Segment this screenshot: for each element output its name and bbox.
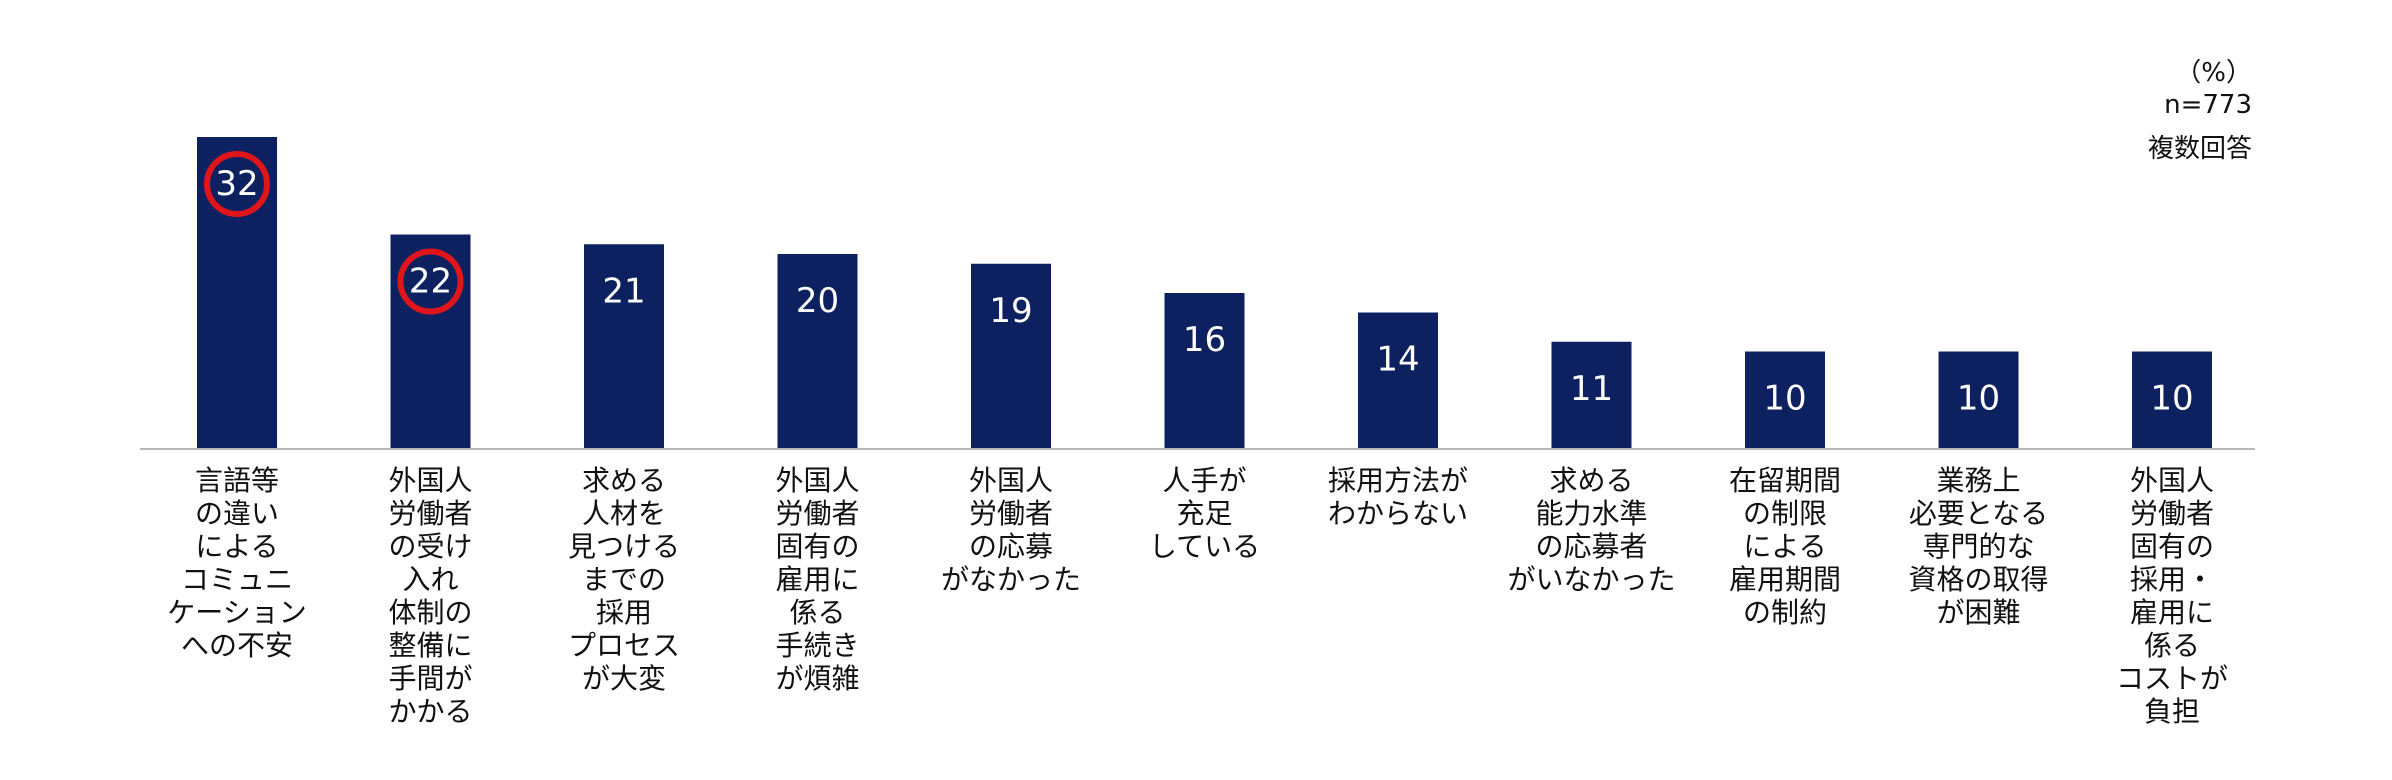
category-label-line: がなかった bbox=[940, 563, 1081, 596]
category-label-line: がいなかった bbox=[1507, 563, 1676, 596]
category-label-line: 入れ bbox=[402, 563, 459, 596]
bar-11 bbox=[2132, 351, 2212, 449]
category-label-line: 労働者 bbox=[968, 497, 1053, 530]
category-label-line: コストが bbox=[2115, 662, 2228, 695]
value-label-1: 32 bbox=[215, 164, 258, 204]
category-label-line: 固有の bbox=[775, 530, 860, 563]
category-label-11: 外国人 労働者 固有の 採用・ 雇用に 係る コストが 負担 bbox=[2077, 464, 2267, 728]
category-label-line: わからない bbox=[1327, 497, 1468, 530]
category-label-line: 資格の取得 bbox=[1908, 563, 2049, 596]
category-label-line: 体制の bbox=[388, 596, 473, 629]
category-label-line: 業務上 bbox=[1936, 464, 2021, 497]
category-label-3: 求める 人材を 見つける までの 採用 プロセス が大変 bbox=[529, 464, 719, 695]
category-label-10: 業務上 必要となる 専門的な 資格の取得 が困難 bbox=[1884, 464, 2074, 629]
value-label-2: 22 bbox=[409, 262, 452, 302]
highlight-circle-2 bbox=[397, 248, 464, 315]
value-labels-group: 32 22 21 20 19 16 14 11 10 10 10 bbox=[204, 151, 2194, 419]
category-label-5: 外国人 労働者 の応募 がなかった bbox=[916, 464, 1106, 596]
category-label-line: による bbox=[195, 530, 279, 563]
category-label-line: している bbox=[1148, 530, 1261, 563]
category-label-9: 在留期間 の制限 による 雇用期間 の制約 bbox=[1690, 464, 1880, 629]
bar-4 bbox=[777, 254, 858, 449]
bar-3 bbox=[584, 244, 664, 449]
sample-size-note: n=773 bbox=[2164, 90, 2252, 120]
category-label-line: の制約 bbox=[1742, 596, 1827, 629]
category-label-8: 求める 能力水準 の応募者 がいなかった bbox=[1497, 464, 1687, 596]
category-label-line: 在留期間 bbox=[1728, 464, 1841, 497]
category-label-line: 負担 bbox=[2143, 695, 2200, 728]
bar-5 bbox=[971, 263, 1051, 449]
value-label-10: 10 bbox=[1957, 379, 2000, 419]
category-label-line: が困難 bbox=[1936, 596, 2021, 629]
category-label-4: 外国人 労働者 固有の 雇用に 係る 手続き が煩雑 bbox=[723, 464, 913, 695]
category-label-line: 係る bbox=[789, 596, 846, 629]
category-label-line: への不安 bbox=[180, 629, 293, 662]
category-label-line: 外国人 bbox=[775, 464, 860, 497]
category-label-line: 見つける bbox=[567, 530, 680, 563]
category-label-line: 外国人 bbox=[968, 464, 1053, 497]
value-label-9: 10 bbox=[1763, 379, 1806, 419]
category-label-6: 人手が 充足 している bbox=[1110, 464, 1300, 563]
bars-group bbox=[197, 137, 2212, 449]
category-label-2: 外国人 労働者 の受け 入れ 体制の 整備に 手間が かかる bbox=[336, 464, 526, 728]
category-label-line: の応募者 bbox=[1535, 530, 1648, 563]
category-label-line: が大変 bbox=[581, 662, 666, 695]
category-label-line: ケーション bbox=[167, 596, 307, 629]
category-label-line: 労働者 bbox=[388, 497, 473, 530]
category-label-line: 労働者 bbox=[2129, 497, 2214, 530]
category-label-line: の応募 bbox=[968, 530, 1053, 563]
bar-7 bbox=[1358, 312, 1438, 449]
category-label-7: 採用方法が わからない bbox=[1303, 464, 1493, 530]
category-label-line: プロセス bbox=[567, 629, 680, 662]
category-label-line: 求める bbox=[581, 464, 666, 497]
category-label-line: 言語等 bbox=[194, 464, 279, 497]
answer-type-note: 複数回答 bbox=[2147, 134, 2252, 164]
category-label-line: 専門的な bbox=[1922, 530, 2035, 563]
value-label-11: 10 bbox=[2150, 379, 2193, 419]
category-label-line: の受け bbox=[388, 530, 473, 563]
category-label-line: が煩雑 bbox=[775, 662, 860, 695]
category-label-line: かかる bbox=[388, 695, 473, 728]
category-label-line: 採用 bbox=[595, 596, 652, 629]
highlight-circle-1 bbox=[204, 151, 270, 217]
category-label-1: 言語等 の違い による コミュニ ケーション への不安 bbox=[142, 464, 332, 662]
category-label-line: 外国人 bbox=[2129, 464, 2214, 497]
bar-9 bbox=[1745, 351, 1825, 449]
category-label-line: 求める bbox=[1549, 464, 1634, 497]
category-label-line: の制限 bbox=[1742, 497, 1827, 530]
category-label-line: 充足 bbox=[1176, 497, 1233, 530]
value-label-7: 14 bbox=[1376, 340, 1419, 380]
category-label-line: 整備に bbox=[388, 629, 473, 662]
category-label-line: による bbox=[1743, 530, 1827, 563]
unit-note: （%） bbox=[2175, 58, 2252, 88]
category-label-line: の違い bbox=[194, 497, 279, 530]
category-label-line: 係る bbox=[2143, 629, 2200, 662]
value-label-5: 19 bbox=[989, 291, 1032, 331]
category-label-line: コミュニ bbox=[180, 563, 293, 596]
category-label-line: 雇用に bbox=[775, 563, 860, 596]
value-label-4: 20 bbox=[796, 281, 839, 321]
category-label-line: 雇用に bbox=[2129, 596, 2214, 629]
category-label-line: 固有の bbox=[2129, 530, 2214, 563]
category-label-line: 人手が bbox=[1162, 464, 1247, 497]
category-label-line: までの bbox=[581, 563, 666, 596]
bar-8 bbox=[1551, 341, 1632, 449]
category-label-line: 雇用期間 bbox=[1728, 563, 1841, 596]
value-label-6: 16 bbox=[1183, 320, 1226, 360]
category-label-line: 外国人 bbox=[388, 464, 473, 497]
category-label-line: 人材を bbox=[581, 497, 666, 530]
category-label-line: 労働者 bbox=[775, 497, 860, 530]
category-label-line: 手続き bbox=[775, 629, 860, 662]
category-label-line: 必要となる bbox=[1908, 497, 2049, 530]
category-label-line: 手間が bbox=[388, 662, 473, 695]
category-label-line: 採用・ bbox=[2129, 563, 2214, 596]
value-label-8: 11 bbox=[1570, 369, 1613, 409]
bar-10 bbox=[1938, 351, 2019, 449]
value-label-3: 21 bbox=[602, 271, 645, 311]
category-label-line: 採用方法が bbox=[1327, 464, 1468, 497]
bar-6 bbox=[1164, 293, 1245, 449]
category-label-line: 能力水準 bbox=[1535, 497, 1648, 530]
